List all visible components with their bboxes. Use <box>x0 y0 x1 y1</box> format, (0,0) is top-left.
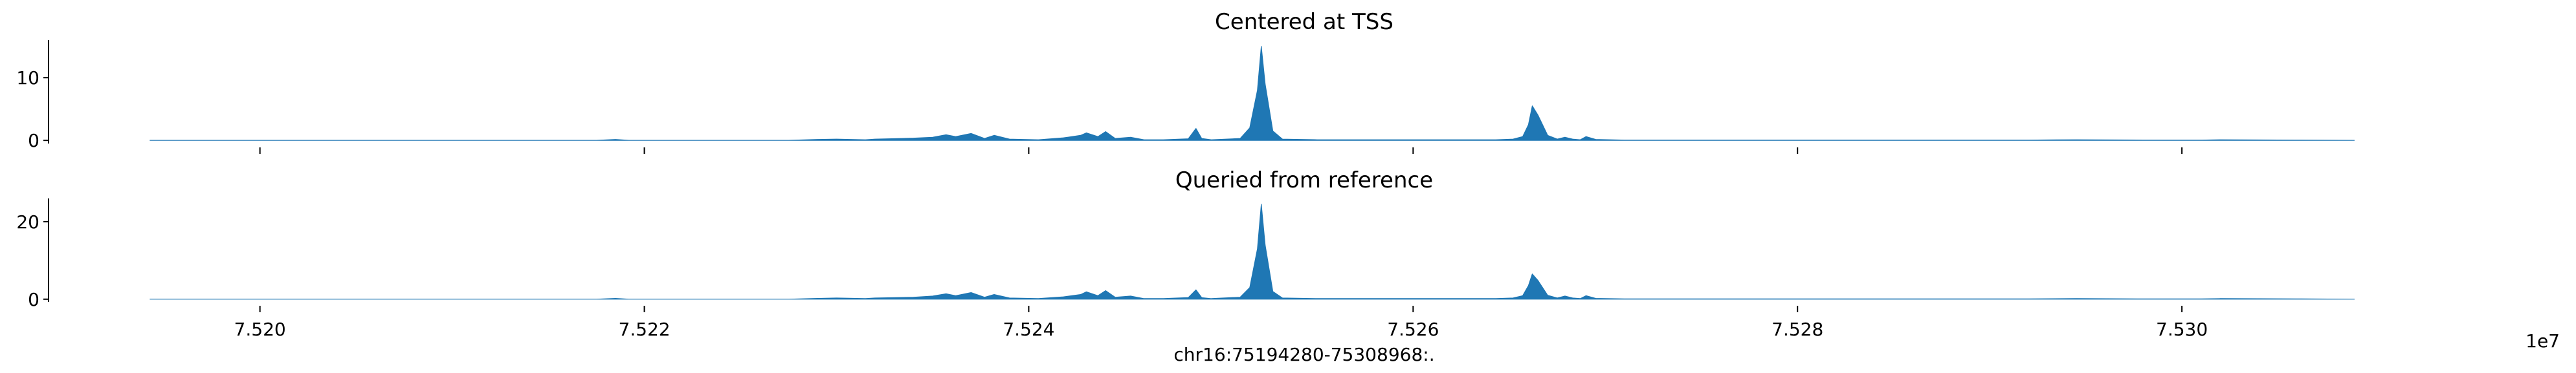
panel-centered-at-tss: Centered at TSS 0 10 <box>16 9 2355 154</box>
panel-title: Centered at TSS <box>1215 9 1393 35</box>
series-layer <box>150 46 2355 141</box>
coverage-area-series-0 <box>150 204 2355 300</box>
x-tick-label: 7.524 <box>1003 319 1054 340</box>
panel-queried-from-reference: Queried from reference 0 20 7.520 7.522 7.52… <box>16 167 2355 340</box>
x-tick-label: 7.522 <box>618 319 670 340</box>
y-tick-label: 20 <box>16 211 39 233</box>
y-tick-label: 0 <box>28 130 39 151</box>
series-layer <box>150 204 2355 300</box>
x-tick-label: 7.528 <box>1771 319 1823 340</box>
x-axis-label: chr16:75194280-75308968:. <box>1173 344 1434 365</box>
x-tick-label: 7.530 <box>2156 319 2208 340</box>
coverage-area-series-0 <box>150 46 2355 141</box>
axis-layer: 0 20 7.520 7.522 7.524 7.526 7.528 7.530 <box>16 198 2208 340</box>
y-tick-label: 10 <box>16 67 39 89</box>
x-tick-label: 7.526 <box>1387 319 1439 340</box>
axis-layer: 0 10 <box>16 40 2183 154</box>
panel-title: Queried from reference <box>1175 167 1433 193</box>
x-axis-offset-text: 1e7 <box>2526 330 2560 352</box>
y-tick-label: 0 <box>28 289 39 310</box>
x-tick-label: 7.520 <box>234 319 286 340</box>
